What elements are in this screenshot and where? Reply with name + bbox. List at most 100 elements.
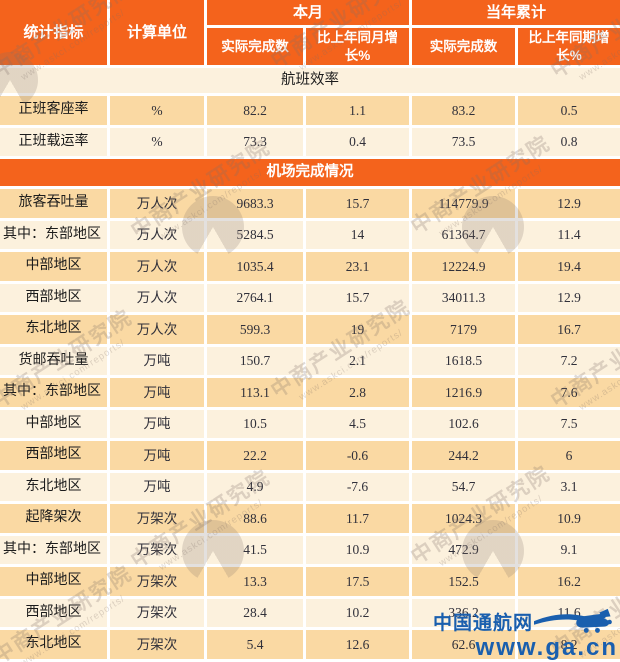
unit-cell: 万架次 <box>110 598 207 631</box>
header-ytd-growth: 比上年同期增长% <box>518 28 620 69</box>
value-cell: 22.2 <box>207 441 306 473</box>
value-cell: 82.2 <box>207 96 306 128</box>
unit-cell: 万吨 <box>110 378 207 410</box>
value-cell: 12.9 <box>518 189 620 221</box>
value-cell: 0.8 <box>518 127 620 160</box>
indicator-cell: 西部地区 <box>0 283 110 316</box>
indicator-cell: 东北地区 <box>0 315 110 347</box>
value-cell: 1216.9 <box>412 378 519 410</box>
table-row: 西部地区 万吨 22.2 -0.6 244.2 6 <box>0 441 620 473</box>
value-cell: 88.6 <box>207 504 306 536</box>
value-cell: 7.6 <box>518 378 620 410</box>
indicator-cell: 旅客吞吐量 <box>0 189 110 221</box>
header-row-groups: 统计指标 计算单位 本月 当年累计 <box>0 0 620 69</box>
value-cell: -0.6 <box>306 441 413 473</box>
table-row: 中部地区 万架次 13.3 17.5 152.5 16.2 <box>0 567 620 599</box>
table-row: 其中：东部地区 万吨 113.1 2.8 1216.9 7.6 <box>0 378 620 410</box>
header-indicator: 统计指标 <box>0 0 110 69</box>
indicator-cell: 东北地区 <box>0 472 110 505</box>
header-month-actual: 实际完成数 <box>207 28 306 69</box>
table-row: 东北地区 万人次 599.3 19 7179 16.7 <box>0 315 620 347</box>
table-header: 统计指标 计算单位 本月 当年累计 实际完成数 比上年同月增长% 实际完成数 比… <box>0 0 620 69</box>
table-row: 其中：东部地区 万架次 41.5 10.9 472.9 9.1 <box>0 535 620 568</box>
indicator-cell: 西部地区 <box>0 441 110 473</box>
table-row: 东北地区 万吨 4.9 -7.6 54.7 3.1 <box>0 472 620 505</box>
indicator-cell: 中部地区 <box>0 409 110 442</box>
value-cell: 1035.4 <box>207 252 306 284</box>
indicator-cell: 货邮吞吐量 <box>0 346 110 379</box>
value-cell: 23.1 <box>306 252 413 284</box>
value-cell: 34011.3 <box>412 283 519 316</box>
value-cell: 16.7 <box>518 315 620 347</box>
value-cell: 10.5 <box>207 409 306 442</box>
table-row: 货邮吞吐量 万吨 150.7 2.1 1618.5 7.2 <box>0 346 620 379</box>
header-ytd-actual: 实际完成数 <box>412 28 519 69</box>
section-row: 机场完成情况 <box>0 159 620 190</box>
value-cell: 12.6 <box>306 630 413 662</box>
indicator-cell: 其中：东部地区 <box>0 535 110 568</box>
unit-cell: 万吨 <box>110 472 207 505</box>
value-cell: 41.5 <box>207 535 306 568</box>
value-cell: 113.1 <box>207 378 306 410</box>
value-cell: 73.3 <box>207 127 306 160</box>
section-label: 航班效率 <box>0 68 620 97</box>
value-cell: 5284.5 <box>207 220 306 253</box>
indicator-cell: 起降架次 <box>0 504 110 536</box>
value-cell: 11.6 <box>518 598 620 631</box>
value-cell: 15.7 <box>306 189 413 221</box>
indicator-cell: 其中：东部地区 <box>0 220 110 253</box>
indicator-cell: 其中：东部地区 <box>0 378 110 410</box>
value-cell: 1618.5 <box>412 346 519 379</box>
unit-cell: 万人次 <box>110 220 207 253</box>
table-row: 正班客座率% 82.2 1.1 83.2 0.5 <box>0 96 620 128</box>
value-cell: 19.4 <box>518 252 620 284</box>
value-cell: 11.7 <box>306 504 413 536</box>
value-cell: 0.4 <box>306 127 413 160</box>
table-row: 中部地区 万吨 10.5 4.5 102.6 7.5 <box>0 409 620 442</box>
value-cell: 2.1 <box>306 346 413 379</box>
value-cell: 336.2 <box>412 598 519 631</box>
table-body: 航班效率 正班客座率% 82.2 1.1 83.2 0.5 正班载运率% 73.3 0.4 73.… <box>0 68 620 662</box>
value-cell: 0.5 <box>518 96 620 128</box>
unit-cell: 万人次 <box>110 189 207 221</box>
value-cell: 7.5 <box>518 409 620 442</box>
table-row: 旅客吞吐量 万人次 9683.3 15.7 114779.9 12.9 <box>0 189 620 221</box>
value-cell: 10.2 <box>306 598 413 631</box>
value-cell: 150.7 <box>207 346 306 379</box>
value-cell: 6 <box>518 441 620 473</box>
unit-cell: 万架次 <box>110 504 207 536</box>
value-cell: 102.6 <box>412 409 519 442</box>
header-unit: 计算单位 <box>110 0 207 69</box>
value-cell: 16.2 <box>518 567 620 599</box>
value-cell: 7179 <box>412 315 519 347</box>
value-cell: 54.7 <box>412 472 519 505</box>
indicator-cell: 中部地区 <box>0 567 110 599</box>
value-cell: 19 <box>306 315 413 347</box>
value-cell: 10.9 <box>518 504 620 536</box>
value-cell: 12224.9 <box>412 252 519 284</box>
unit-cell: % <box>110 96 207 128</box>
value-cell: 15.7 <box>306 283 413 316</box>
section-label: 机场完成情况 <box>0 159 620 190</box>
indicator-cell: 中部地区 <box>0 252 110 284</box>
header-month-growth: 比上年同月增长% <box>306 28 413 69</box>
value-cell: 2.8 <box>306 378 413 410</box>
value-cell: 73.5 <box>412 127 519 160</box>
section-row: 航班效率 <box>0 68 620 97</box>
value-cell: 28.4 <box>207 598 306 631</box>
value-cell: 4.5 <box>306 409 413 442</box>
value-cell: 244.2 <box>412 441 519 473</box>
unit-cell: 万吨 <box>110 441 207 473</box>
value-cell: 8.2 <box>518 630 620 662</box>
unit-cell: 万人次 <box>110 252 207 284</box>
value-cell: 83.2 <box>412 96 519 128</box>
unit-cell: 万吨 <box>110 346 207 379</box>
value-cell: 1.1 <box>306 96 413 128</box>
value-cell: 1024.3 <box>412 504 519 536</box>
unit-cell: 万人次 <box>110 283 207 316</box>
indicator-cell: 正班客座率 <box>0 96 110 128</box>
header-month-group: 本月 <box>207 0 413 28</box>
table-row: 正班载运率% 73.3 0.4 73.5 0.8 <box>0 127 620 160</box>
